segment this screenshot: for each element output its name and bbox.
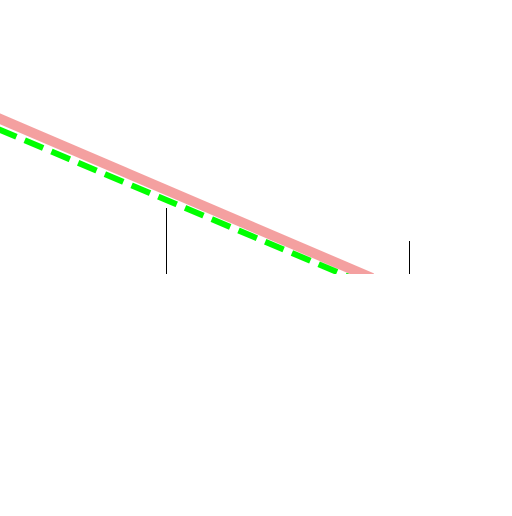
green-dashed-line xyxy=(0,126,350,274)
salmon-solid-line xyxy=(0,113,374,274)
line-group xyxy=(0,113,374,274)
